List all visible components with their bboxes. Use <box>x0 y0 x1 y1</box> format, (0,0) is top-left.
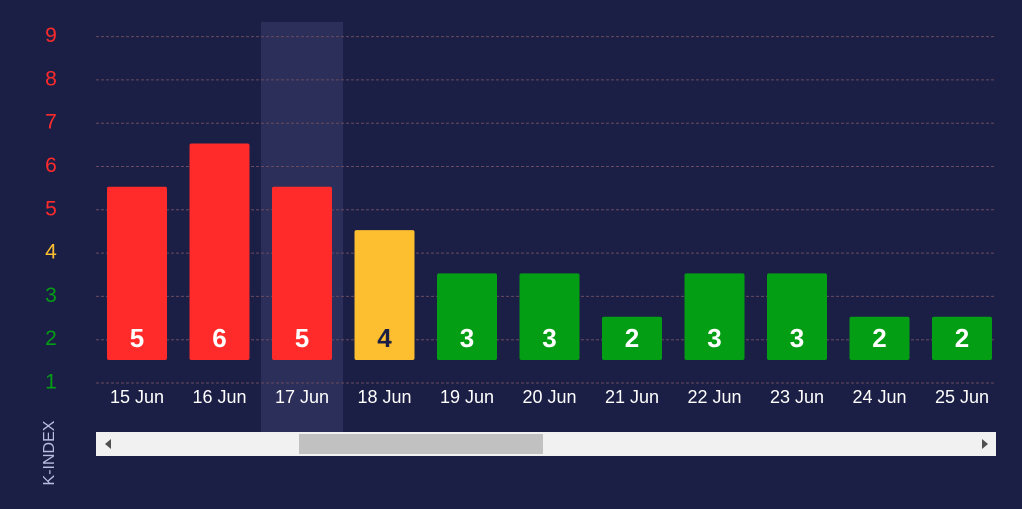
bar <box>189 143 250 360</box>
data-label: 2 <box>872 323 886 353</box>
y-axis-label: K-INDEX <box>41 420 58 485</box>
bar <box>354 230 415 360</box>
x-tick-label: 24 Jun <box>852 387 906 407</box>
scroll-left-arrow[interactable] <box>105 439 111 449</box>
data-label: 6 <box>212 323 226 353</box>
y-tick-label: 2 <box>45 327 57 350</box>
bar <box>684 273 745 360</box>
y-tick-label: 9 <box>45 24 57 47</box>
bar <box>519 273 580 360</box>
scroll-right-arrow[interactable] <box>982 439 988 449</box>
scrollbar[interactable] <box>96 432 996 456</box>
scroll-thumb[interactable] <box>299 434 543 454</box>
x-tick-label: 16 Jun <box>192 387 246 407</box>
x-tick-label: 19 Jun <box>440 387 494 407</box>
y-tick-label: 8 <box>45 67 57 90</box>
y-tick-label: 6 <box>45 154 57 177</box>
data-label: 2 <box>955 323 969 353</box>
x-tick-label: 15 Jun <box>110 387 164 407</box>
bar <box>272 186 332 360</box>
bar <box>767 273 827 360</box>
data-label: 5 <box>295 323 309 353</box>
data-label: 4 <box>377 323 392 353</box>
x-tick-label: 23 Jun <box>770 387 824 407</box>
x-tick-label: 18 Jun <box>357 387 411 407</box>
data-label: 3 <box>707 323 721 353</box>
data-label: 3 <box>460 323 474 353</box>
bar <box>932 316 992 360</box>
bar <box>107 186 167 360</box>
x-tick-label: 22 Jun <box>687 387 741 407</box>
data-label: 3 <box>790 323 804 353</box>
x-tick-label: 17 Jun <box>275 387 329 407</box>
data-label: 5 <box>130 323 144 353</box>
bar <box>602 316 662 360</box>
y-tick-label: 4 <box>45 241 57 264</box>
data-label: 3 <box>542 323 556 353</box>
x-tick-label: 21 Jun <box>605 387 659 407</box>
y-tick-label: 7 <box>45 111 57 134</box>
data-label: 2 <box>625 323 639 353</box>
bar <box>849 316 910 360</box>
x-tick-label: 20 Jun <box>522 387 576 407</box>
y-tick-label: 5 <box>45 197 57 220</box>
scroll-track[interactable] <box>96 432 996 456</box>
bar <box>437 273 497 360</box>
plot: 1 2 3 4 5 6 7 8 9 5 15 Jun 6 16 Jun 5 17 Jun 4 18 Jun 3 19… <box>45 24 996 407</box>
y-tick-label: 3 <box>45 284 57 307</box>
x-tick-label: 25 Jun <box>935 387 989 407</box>
y-tick-label: 1 <box>45 371 57 394</box>
